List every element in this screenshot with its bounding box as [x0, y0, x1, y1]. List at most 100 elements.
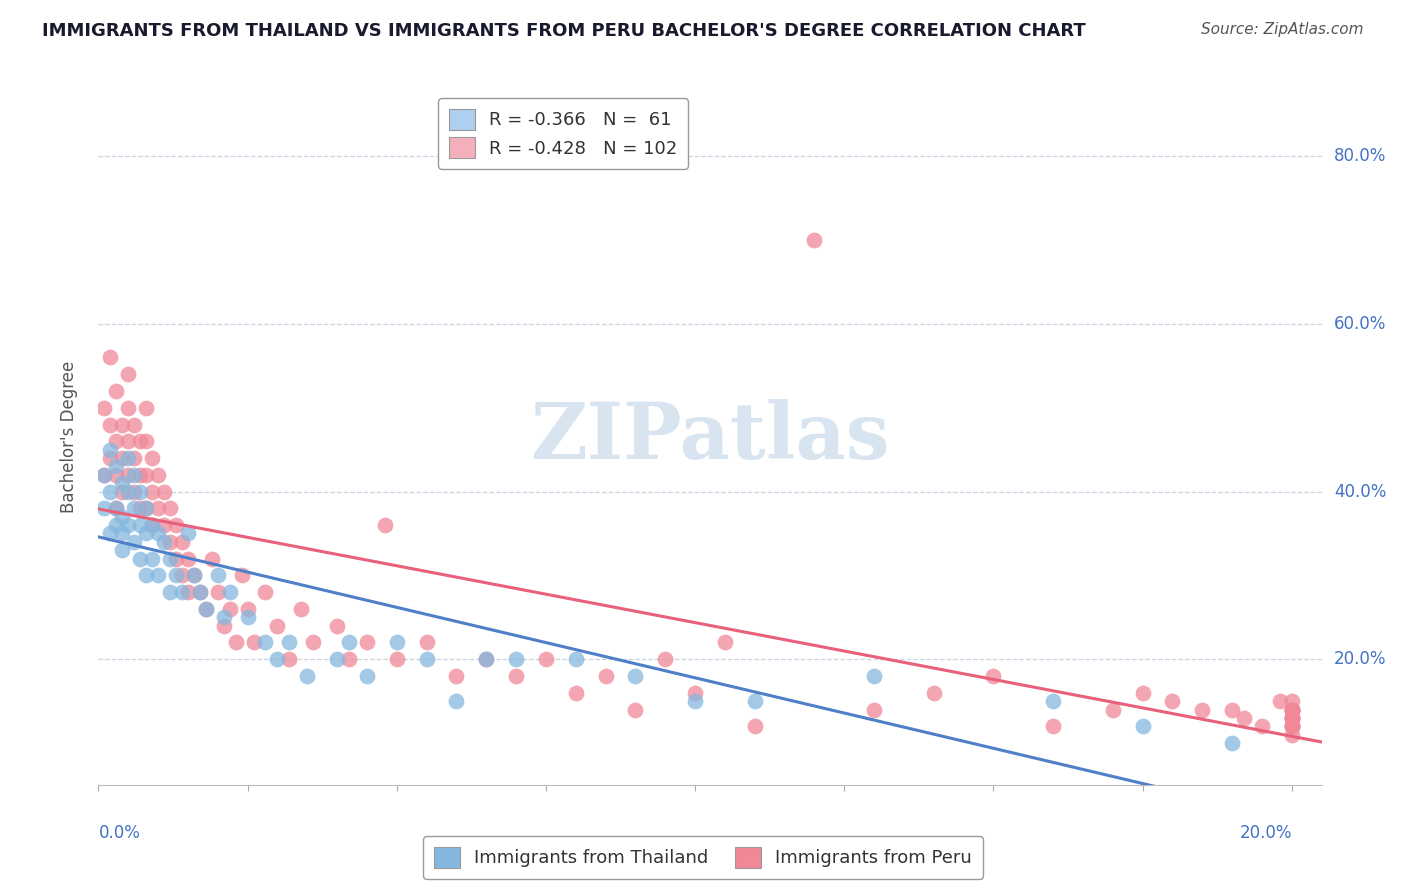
- Legend: Immigrants from Thailand, Immigrants from Peru: Immigrants from Thailand, Immigrants fro…: [423, 836, 983, 879]
- Point: [117, 401, 139, 415]
- Point: [242, 635, 264, 649]
- Point: [207, 585, 229, 599]
- Point: [236, 602, 259, 616]
- Point: [385, 635, 408, 649]
- Point: [188, 585, 211, 599]
- Point: [1191, 702, 1213, 716]
- Point: [218, 585, 240, 599]
- Point: [98, 442, 121, 457]
- Point: [534, 652, 557, 666]
- Text: ZIPatlas: ZIPatlas: [530, 399, 890, 475]
- Point: [1042, 719, 1064, 733]
- Point: [135, 568, 157, 582]
- Point: [1281, 702, 1303, 716]
- Point: [111, 476, 134, 491]
- Point: [194, 602, 217, 616]
- Point: [153, 484, 176, 499]
- Point: [129, 434, 152, 449]
- Point: [231, 568, 253, 582]
- Point: [117, 467, 139, 482]
- Point: [177, 585, 200, 599]
- Point: [122, 417, 145, 432]
- Y-axis label: Bachelor's Degree: Bachelor's Degree: [59, 361, 77, 513]
- Point: [117, 434, 139, 449]
- Point: [1281, 702, 1303, 716]
- Point: [624, 669, 647, 683]
- Point: [278, 652, 301, 666]
- Text: 20.0%: 20.0%: [1334, 650, 1386, 668]
- Point: [170, 568, 193, 582]
- Point: [212, 610, 235, 624]
- Point: [302, 635, 325, 649]
- Point: [744, 719, 766, 733]
- Point: [98, 417, 121, 432]
- Point: [1220, 736, 1243, 750]
- Point: [141, 450, 163, 465]
- Point: [194, 602, 217, 616]
- Point: [266, 652, 288, 666]
- Point: [135, 401, 157, 415]
- Point: [624, 702, 647, 716]
- Point: [146, 467, 169, 482]
- Point: [141, 518, 163, 533]
- Text: 80.0%: 80.0%: [1334, 147, 1386, 165]
- Point: [135, 501, 157, 516]
- Point: [1281, 728, 1303, 742]
- Point: [165, 551, 187, 566]
- Point: [744, 694, 766, 708]
- Point: [111, 450, 134, 465]
- Point: [922, 686, 945, 700]
- Point: [446, 669, 468, 683]
- Point: [98, 450, 121, 465]
- Point: [159, 585, 181, 599]
- Point: [356, 635, 378, 649]
- Point: [863, 702, 886, 716]
- Text: Source: ZipAtlas.com: Source: ZipAtlas.com: [1201, 22, 1364, 37]
- Point: [159, 534, 181, 549]
- Point: [93, 501, 115, 516]
- Point: [803, 233, 825, 247]
- Point: [1042, 694, 1064, 708]
- Point: [105, 467, 128, 482]
- Point: [122, 450, 145, 465]
- Point: [1281, 702, 1303, 716]
- Point: [98, 484, 121, 499]
- Point: [170, 585, 193, 599]
- Point: [129, 518, 152, 533]
- Text: IMMIGRANTS FROM THAILAND VS IMMIGRANTS FROM PERU BACHELOR'S DEGREE CORRELATION C: IMMIGRANTS FROM THAILAND VS IMMIGRANTS F…: [42, 22, 1085, 40]
- Point: [236, 610, 259, 624]
- Point: [105, 434, 128, 449]
- Point: [1281, 702, 1303, 716]
- Point: [117, 450, 139, 465]
- Point: [122, 484, 145, 499]
- Point: [105, 501, 128, 516]
- Point: [1101, 702, 1123, 716]
- Point: [565, 652, 588, 666]
- Point: [105, 459, 128, 474]
- Point: [170, 534, 193, 549]
- Point: [1281, 719, 1303, 733]
- Point: [111, 543, 134, 558]
- Point: [93, 467, 115, 482]
- Point: [1161, 694, 1184, 708]
- Point: [297, 669, 319, 683]
- Point: [337, 635, 360, 649]
- Point: [153, 518, 176, 533]
- Point: [290, 602, 312, 616]
- Point: [1268, 694, 1291, 708]
- Point: [1132, 719, 1154, 733]
- Point: [446, 694, 468, 708]
- Point: [105, 384, 128, 398]
- Point: [863, 669, 886, 683]
- Point: [129, 467, 152, 482]
- Point: [1281, 711, 1303, 725]
- Point: [165, 568, 187, 582]
- Point: [177, 551, 200, 566]
- Point: [1281, 694, 1303, 708]
- Point: [565, 686, 588, 700]
- Text: 0.0%: 0.0%: [98, 824, 141, 842]
- Point: [207, 568, 229, 582]
- Point: [415, 635, 437, 649]
- Point: [146, 568, 169, 582]
- Point: [93, 467, 115, 482]
